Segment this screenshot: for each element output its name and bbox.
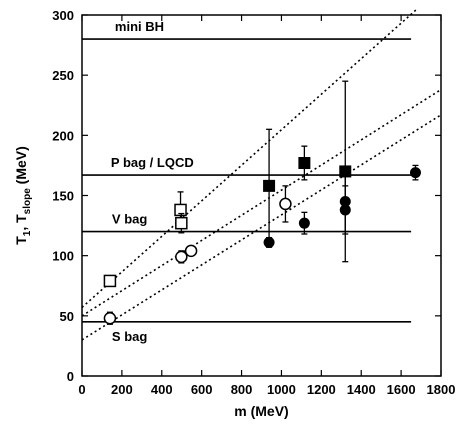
- data-point-filled-circle: [339, 196, 351, 208]
- data-point-filled-circle: [298, 217, 310, 229]
- fit-lines: [81, 8, 442, 341]
- data-points: [103, 80, 421, 325]
- data-point-open-circle: [184, 244, 198, 258]
- y-axis-label-tail: (MeV): [13, 146, 29, 188]
- x-tick-label: 1000: [267, 382, 296, 397]
- y-tick-label: 300: [52, 8, 74, 23]
- y-tick-label: 0: [67, 369, 74, 384]
- y-tick-label: 200: [52, 128, 74, 143]
- data-point-open-circle: [103, 311, 117, 325]
- x-tick-label: 1400: [347, 382, 376, 397]
- data-point-open-circle: [175, 250, 188, 264]
- data-point-open-square: [174, 203, 187, 217]
- data-point-open-square: [175, 216, 188, 230]
- data-point-filled-square: [298, 157, 311, 170]
- data-point-filled-square: [263, 179, 276, 192]
- reference-line-label: V bag: [112, 212, 147, 227]
- reference-line-label: mini BH: [115, 19, 164, 34]
- fit-line: [81, 114, 442, 341]
- axis-ticks: 0 200 400 600 800 1000 1200 1400 1600 1800 0 50 100 1…: [52, 8, 455, 397]
- fit-line: [81, 88, 442, 317]
- y-axis-label-mid: , T: [13, 214, 29, 231]
- y-tick-label: 50: [60, 309, 74, 324]
- y-axis-label-main: T: [13, 236, 29, 245]
- x-tick-label: 800: [231, 382, 253, 397]
- data-point-filled-circle: [263, 236, 275, 248]
- data-point-filled-circle: [409, 167, 421, 179]
- y-tick-label: 250: [52, 68, 74, 83]
- x-tick-label: 400: [151, 382, 173, 397]
- reference-lines: mini BH P bag / LQCD V bag S bag: [82, 19, 412, 344]
- x-tick-label: 600: [191, 382, 213, 397]
- data-point-open-circle: [279, 197, 292, 211]
- x-axis-label: m (MeV): [234, 403, 288, 419]
- x-tick-label: 1200: [307, 382, 336, 397]
- x-tick-label: 1800: [427, 382, 456, 397]
- y-tick-label: 100: [52, 249, 74, 264]
- y-axis-label-sub1: 1: [22, 230, 33, 236]
- y-axis-label: T1, Tslope (MeV): [13, 146, 33, 245]
- y-tick-label: 150: [52, 189, 74, 204]
- x-tick-label: 200: [111, 382, 133, 397]
- x-tick-label: 0: [78, 382, 85, 397]
- x-tick-label: 1600: [387, 382, 416, 397]
- reference-line-label: S bag: [112, 329, 147, 344]
- reference-line-label: P bag / LQCD: [111, 155, 194, 170]
- y-axis-label-sub2: slope: [22, 188, 33, 215]
- data-point-open-square: [103, 274, 117, 288]
